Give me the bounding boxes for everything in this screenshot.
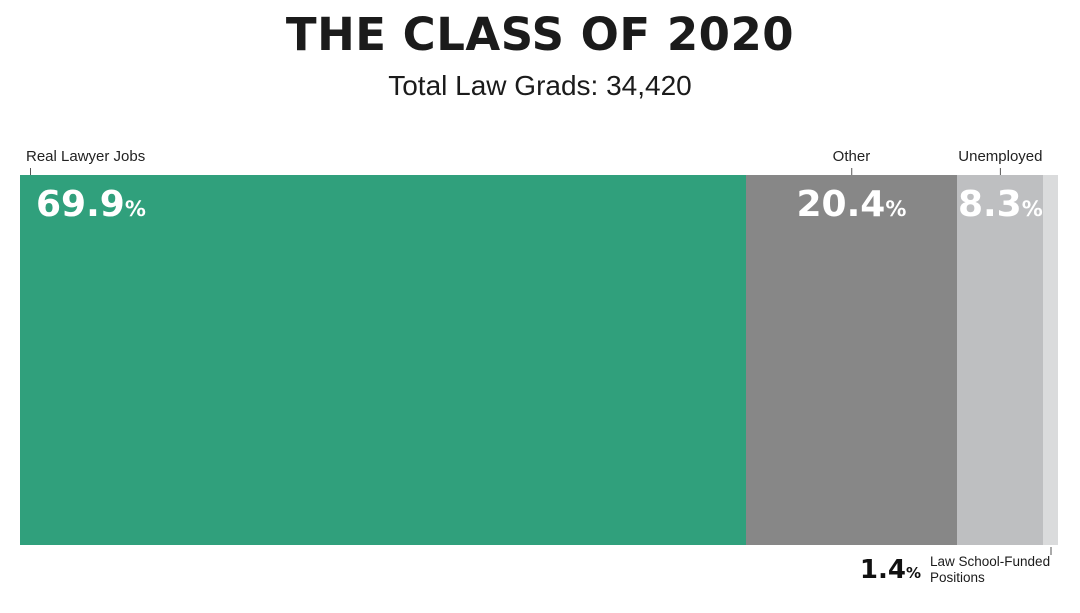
tick-mark-icon [850, 168, 852, 175]
segment-label: Other [832, 148, 871, 165]
percent-sign: % [124, 197, 146, 221]
label-other: Other [832, 148, 871, 175]
footnote-value: 1.4% [860, 555, 921, 585]
tick-mark-icon [30, 168, 31, 175]
segment-labels-row: Real Lawyer Jobs Other Unemployed [20, 144, 1058, 175]
value-number: 69.9 [36, 184, 125, 225]
segment-value: 69.9% [20, 175, 746, 225]
value-number: 20.4 [796, 184, 886, 225]
page-title: THE CLASS OF 2020 [285, 8, 795, 61]
segment-label: Unemployed [958, 148, 1043, 165]
footnote-label: Law School-Funded Positions [930, 554, 1051, 586]
tick-mark-icon [1050, 547, 1052, 555]
footnote-area: 1.4% Law School-Funded Positions [20, 545, 1058, 605]
tick-mark-icon [999, 168, 1001, 175]
segment-value: 8.3% [957, 175, 1043, 225]
percent-sign: % [885, 197, 907, 221]
segment-law-school-funded [1043, 175, 1058, 545]
segment-label: Real Lawyer Jobs [26, 148, 146, 165]
footnote: 1.4% Law School-Funded Positions [860, 554, 1052, 587]
segment-value: 20.4% [746, 175, 958, 225]
percent-sign: % [905, 564, 921, 583]
bar: 69.9% 20.4% 8.3% [20, 175, 1058, 545]
label-unemployed: Unemployed [958, 148, 1043, 175]
percent-sign: % [1021, 197, 1043, 221]
chart-subtitle: Total Law Grads: 34,420 [388, 70, 692, 101]
value-number: 1.4 [859, 555, 906, 586]
label-real-lawyer-jobs: Real Lawyer Jobs [26, 148, 145, 175]
value-number: 8.3 [957, 184, 1022, 225]
segment-unemployed: 8.3% [957, 175, 1044, 545]
segment-real-lawyer-jobs: 69.9% [20, 175, 746, 545]
stacked-bar-chart: Real Lawyer Jobs Other Unemployed 69.9% … [20, 144, 1058, 605]
segment-other: 20.4% [745, 175, 958, 545]
